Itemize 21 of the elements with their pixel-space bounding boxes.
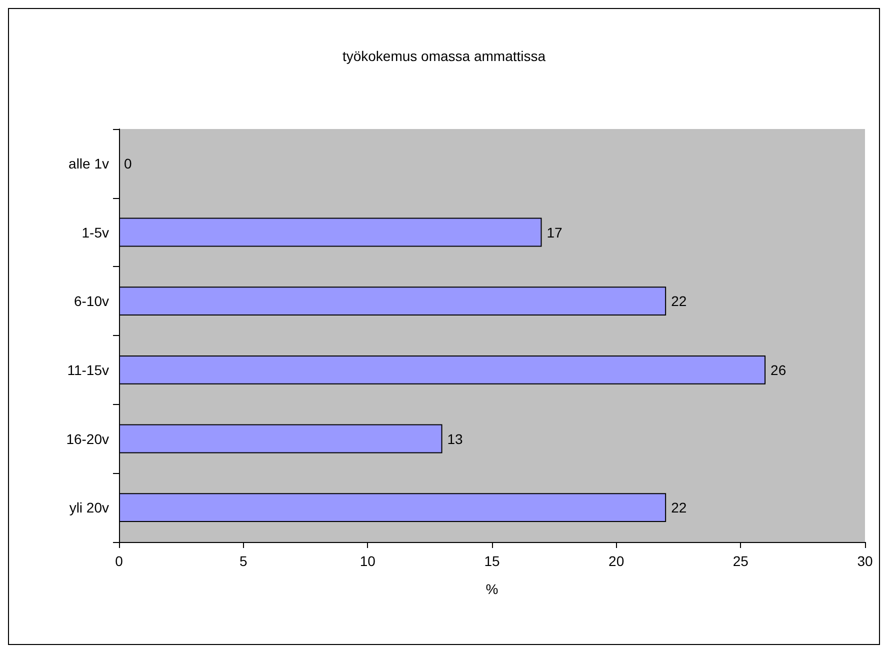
x-axis-title: % — [486, 581, 498, 597]
y-tick-label: 16-20v — [66, 430, 109, 447]
y-tick-label: 1-5v — [82, 224, 109, 240]
x-tick-label: 5 — [239, 553, 248, 569]
x-tick-label: 0 — [115, 553, 124, 569]
x-tick-label: 20 — [608, 553, 624, 569]
data-label: 17 — [546, 224, 563, 240]
chart-title: työkokemus omassa ammattissa — [342, 48, 546, 64]
data-label: 26 — [770, 362, 786, 378]
x-tick-label: 25 — [732, 553, 749, 569]
x-tick-label: 10 — [360, 553, 376, 569]
x-tick-label: 15 — [484, 553, 500, 569]
y-tick-label: 6-10v — [74, 293, 109, 310]
x-tick-label: 30 — [857, 553, 873, 569]
data-label: 0 — [124, 155, 132, 172]
data-label: 13 — [447, 430, 464, 447]
y-tick-label: yli 20v — [69, 500, 109, 516]
y-tick-label: 11-15v — [67, 362, 109, 378]
data-label: 22 — [671, 500, 687, 516]
data-label: 22 — [671, 293, 687, 310]
y-tick-label: alle 1v — [68, 155, 109, 172]
